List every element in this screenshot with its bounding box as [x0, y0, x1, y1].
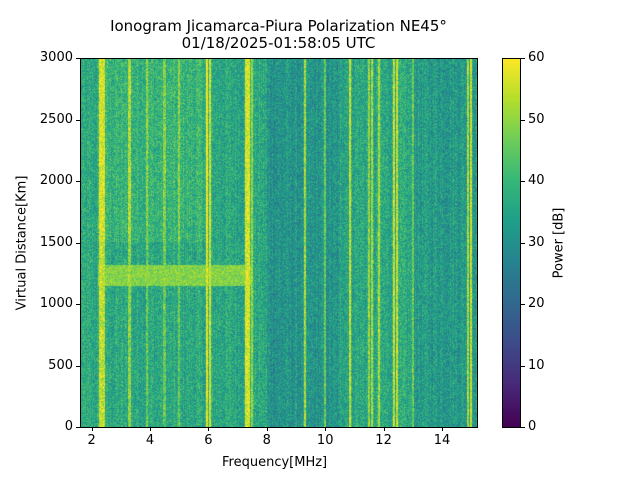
x-tick — [441, 427, 443, 431]
y-tick — [76, 181, 80, 182]
colorbar-tick — [521, 119, 525, 121]
colorbar-tick — [521, 58, 525, 59]
y-tick-label: 2500 — [39, 111, 73, 127]
colorbar-tick — [521, 181, 525, 182]
x-tick-label: 2 — [87, 433, 96, 448]
colorbar-tick — [521, 242, 525, 244]
colorbar-label: Power [dB] — [551, 207, 567, 279]
x-tick-label: 6 — [204, 433, 213, 448]
y-tick-label: 500 — [48, 357, 73, 373]
y-tick — [76, 304, 80, 305]
colorbar — [502, 58, 520, 427]
chart-subtitle: 01/18/2025-01:58:05 UTC — [181, 34, 376, 52]
y-tick — [76, 242, 80, 244]
x-tick — [208, 427, 210, 431]
x-tick — [150, 427, 152, 431]
y-tick — [76, 58, 80, 59]
colorbar-tick-label: 0 — [528, 419, 537, 434]
colorbar-tick — [521, 427, 525, 428]
y-tick — [76, 365, 80, 367]
y-tick-label: 2000 — [39, 173, 73, 188]
y-axis-label: Virtual Distance[Km] — [14, 175, 30, 311]
colorbar-tick-label: 30 — [528, 234, 545, 250]
x-tick — [325, 427, 327, 431]
x-tick-label: 12 — [375, 433, 392, 448]
colorbar-tick-label: 60 — [528, 50, 545, 65]
y-tick — [76, 119, 80, 121]
colorbar-tick — [521, 365, 525, 367]
y-tick — [76, 427, 80, 428]
x-tick-label: 4 — [145, 433, 155, 448]
x-tick-label: 14 — [433, 433, 451, 448]
x-tick — [266, 427, 268, 431]
y-tick-label: 1500 — [39, 234, 73, 250]
colorbar-tick-label: 40 — [528, 173, 545, 188]
x-tick-label: 8 — [262, 433, 271, 448]
colorbar-tick-label: 20 — [528, 296, 545, 311]
heatmap-plot — [80, 58, 477, 427]
colorbar-tick-label: 50 — [528, 111, 545, 127]
colorbar-tick-label: 10 — [528, 357, 545, 373]
x-axis-label: Frequency[MHz] — [222, 455, 328, 470]
y-tick-label: 0 — [64, 419, 73, 434]
x-tick-label: 10 — [316, 433, 334, 448]
x-tick — [383, 427, 385, 431]
y-tick-label: 3000 — [39, 50, 73, 65]
x-tick — [91, 427, 93, 431]
y-tick-label: 1000 — [39, 296, 73, 311]
colorbar-tick — [521, 304, 525, 305]
chart-title: Ionogram Jicamarca-Piura Polarization NE… — [110, 17, 447, 35]
